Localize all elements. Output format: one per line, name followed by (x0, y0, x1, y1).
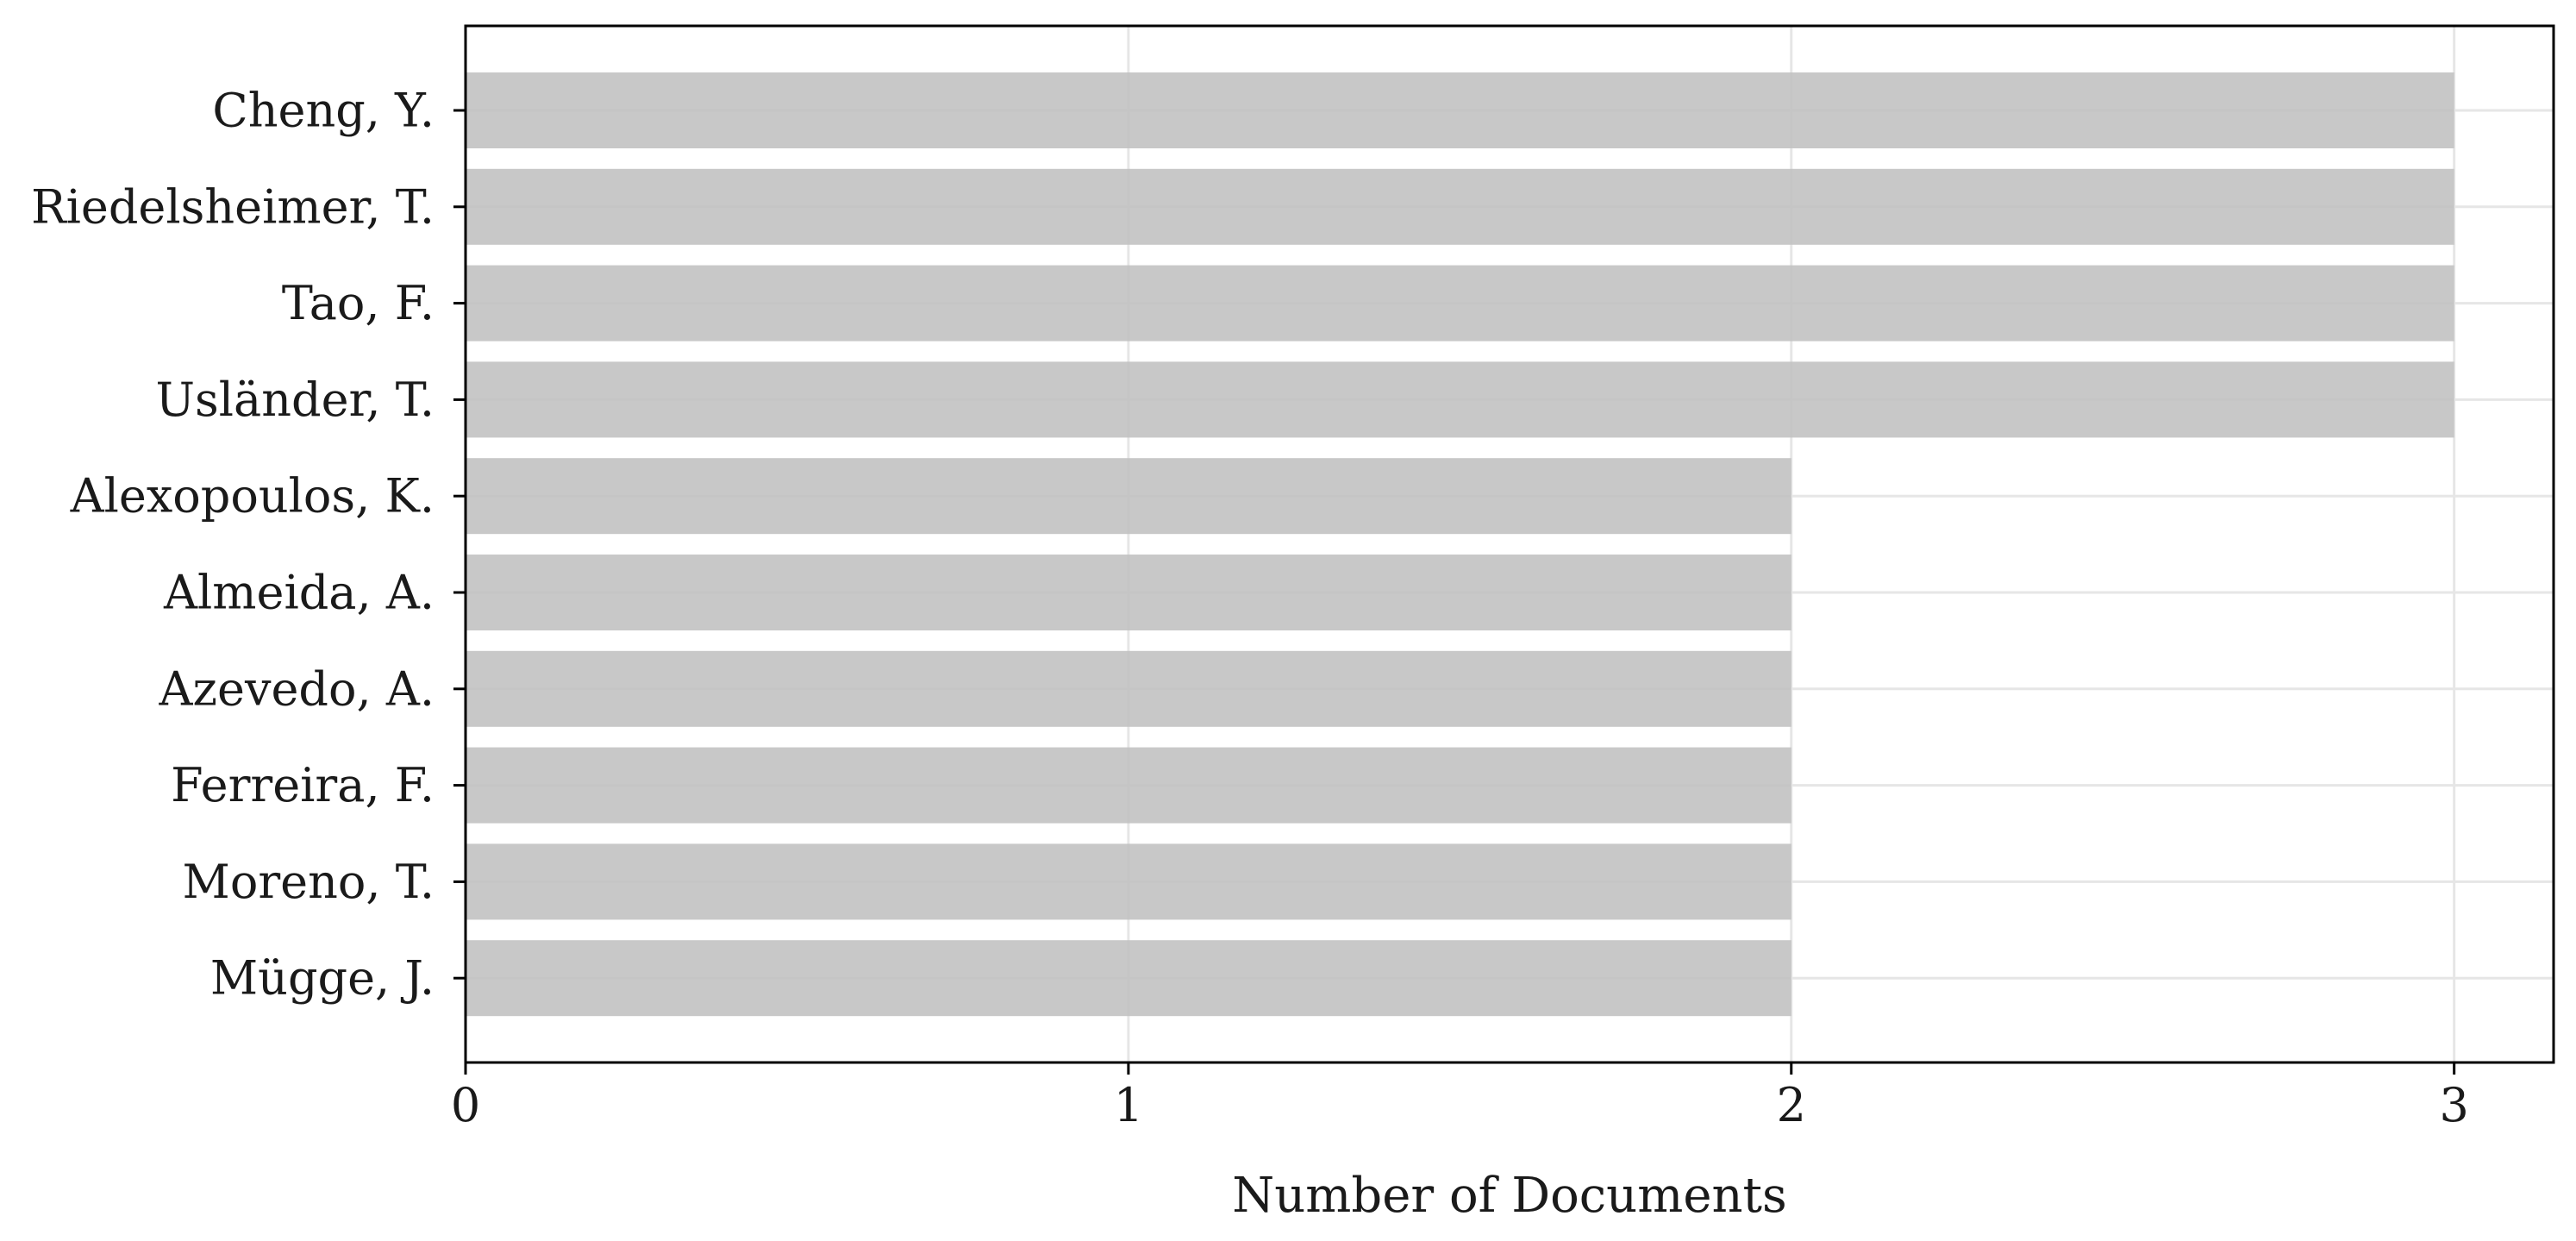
y-tick-label: Ferreira, F. (171, 758, 435, 812)
y-tick-label: Almeida, A. (163, 566, 435, 620)
x-tick-label: 0 (451, 1078, 480, 1132)
x-axis-ticks: 0 1 2 3 (451, 1062, 2469, 1132)
bar-1 (466, 72, 2454, 148)
x-tick-label: 2 (1777, 1078, 1806, 1132)
y-tick-label: Riedelsheimer, T. (31, 179, 435, 234)
bar-2 (466, 168, 2454, 245)
bar-8 (466, 747, 1791, 824)
x-axis-title: Number of Documents (1232, 1168, 1787, 1224)
bar-3 (466, 265, 2454, 342)
bar-10 (466, 940, 1791, 1017)
bar-6 (466, 555, 1791, 630)
bar-9 (466, 843, 1791, 920)
plot-frame (464, 24, 2555, 1064)
y-tick-label: Cheng, Y. (212, 84, 435, 138)
bar-5 (466, 458, 1791, 535)
x-tick-label: 1 (1114, 1078, 1143, 1132)
y-tick-label: Tao, F. (282, 276, 435, 330)
y-tick-label: Moreno, T. (183, 855, 435, 909)
y-tick-label: Usländer, T. (156, 373, 435, 427)
bar-4 (466, 361, 2454, 438)
y-tick-label: Alexopoulos, K. (70, 469, 435, 523)
y-axis-ticks: Cheng, Y. Riedelsheimer, T. Tao, F. Uslände… (31, 84, 466, 1006)
bars (466, 72, 2454, 1017)
y-tick-label: Mügge, J. (210, 951, 435, 1006)
x-tick-label: 3 (2439, 1078, 2468, 1132)
y-tick-label: Azevedo, A. (159, 661, 435, 716)
bar-7 (466, 650, 1791, 727)
